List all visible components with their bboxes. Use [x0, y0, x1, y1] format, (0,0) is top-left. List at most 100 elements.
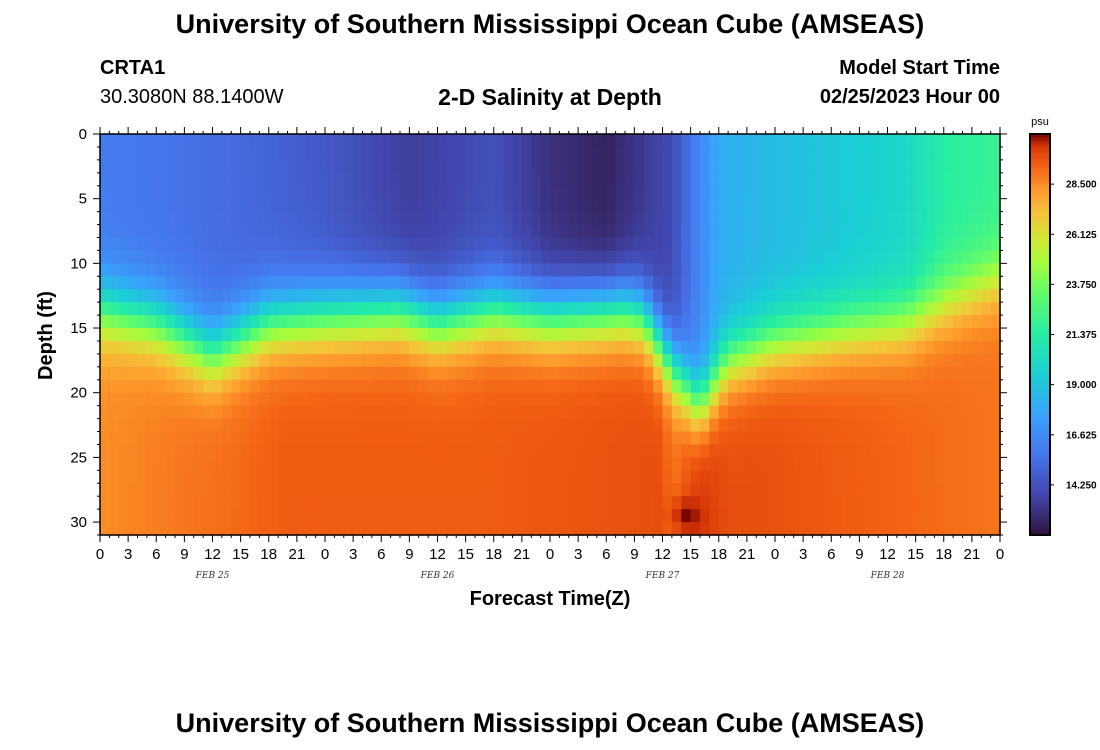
heatmap-cell [315, 496, 326, 510]
heatmap-cell [662, 289, 673, 303]
heatmap-cell [915, 315, 926, 329]
heatmap-cell [803, 509, 814, 523]
heatmap-cell [550, 483, 560, 497]
colorbar-step [1030, 264, 1050, 269]
heatmap-cell [596, 172, 607, 187]
heatmap-cell [756, 392, 767, 407]
heatmap-cell [193, 263, 204, 277]
heatmap-cell [990, 276, 1001, 290]
heatmap-cell [971, 509, 982, 523]
heatmap-cell [371, 134, 382, 148]
heatmap-cell [456, 431, 467, 446]
heatmap-cell [231, 146, 242, 161]
heatmap-cell [990, 392, 1001, 407]
heatmap-cell [859, 211, 870, 226]
heatmap-cell [578, 328, 589, 342]
heatmap-cell [353, 483, 364, 497]
heatmap-cell [409, 263, 420, 277]
x-tick-label: 21 [514, 546, 531, 563]
heatmap-cell [371, 457, 382, 471]
heatmap-cell [334, 185, 345, 200]
heatmap-cell [521, 315, 532, 329]
heatmap-cell [100, 237, 110, 252]
heatmap-cell [353, 431, 364, 446]
heatmap-cell [128, 340, 139, 355]
colorbar-step [1030, 494, 1050, 499]
heatmap-cell [212, 496, 223, 510]
heatmap-cell [156, 366, 167, 381]
heatmap-cell [859, 198, 870, 213]
heatmap-cell [146, 418, 157, 433]
heatmap-cell [887, 392, 898, 407]
heatmap-cell [868, 159, 879, 174]
heatmap-cell [493, 198, 504, 213]
heatmap-cell [821, 276, 832, 290]
heatmap-cell [653, 250, 664, 264]
heatmap-cell [756, 366, 767, 381]
heatmap-cell [887, 366, 898, 381]
heatmap-cell [315, 224, 326, 239]
heatmap-cell [653, 431, 664, 446]
heatmap-cell [503, 328, 514, 342]
heatmap-cell [100, 470, 110, 484]
heatmap-cell [240, 172, 251, 187]
heatmap-cell [456, 405, 467, 420]
heatmap-cell [156, 457, 167, 471]
heatmap-cell [146, 431, 157, 446]
heatmap-cell [850, 159, 860, 174]
heatmap-cell [756, 172, 767, 187]
heatmap-cell [812, 185, 823, 200]
heatmap-cell [540, 509, 551, 523]
heatmap-cell [400, 185, 410, 200]
heatmap-cell [287, 366, 298, 381]
heatmap-cell [362, 211, 373, 226]
heatmap-cell [896, 172, 907, 187]
heatmap-cell [821, 340, 832, 355]
heatmap-cell [662, 470, 673, 484]
heatmap-cell [193, 444, 204, 458]
heatmap-cell [325, 263, 335, 277]
heatmap-cell [793, 431, 804, 446]
heatmap-cell [803, 276, 814, 290]
heatmap-cell [390, 237, 401, 252]
heatmap-cell [878, 340, 889, 355]
heatmap-cell [971, 250, 982, 264]
heatmap-cell [737, 289, 748, 303]
heatmap-cell [362, 509, 373, 523]
heatmap-cell [437, 302, 448, 316]
heatmap-cell [700, 172, 710, 187]
colorbar-step [1030, 451, 1050, 456]
heatmap-cell [456, 340, 467, 355]
heatmap-cell [306, 353, 317, 368]
heatmap-cell [503, 444, 514, 458]
heatmap-cell [906, 522, 917, 536]
heatmap-cell [700, 302, 710, 316]
heatmap-cell [137, 289, 148, 303]
heatmap-cell [446, 146, 457, 161]
heatmap-cell [531, 405, 542, 420]
heatmap-cell [278, 159, 289, 174]
heatmap-cell [287, 146, 298, 161]
heatmap-cell [175, 146, 185, 161]
heatmap-cell [859, 159, 870, 174]
heatmap-cell [175, 353, 185, 368]
heatmap-cell [371, 379, 382, 394]
heatmap-cell [906, 198, 917, 213]
heatmap-cell [906, 509, 917, 523]
heatmap-cell [512, 509, 523, 523]
heatmap-cell [671, 340, 682, 355]
heatmap-cell [587, 392, 598, 407]
heatmap-cell [906, 366, 917, 381]
heatmap-cell [812, 302, 823, 316]
heatmap-cell [296, 134, 307, 148]
heatmap-cell [203, 134, 214, 148]
heatmap-cell [953, 315, 964, 329]
heatmap-cell [775, 483, 785, 497]
heatmap-cell [390, 353, 401, 368]
heatmap-cell [971, 276, 982, 290]
heatmap-cell [793, 289, 804, 303]
heatmap-cell [925, 185, 935, 200]
heatmap-cell [850, 146, 860, 161]
heatmap-cell [859, 418, 870, 433]
heatmap-cell [840, 315, 851, 329]
